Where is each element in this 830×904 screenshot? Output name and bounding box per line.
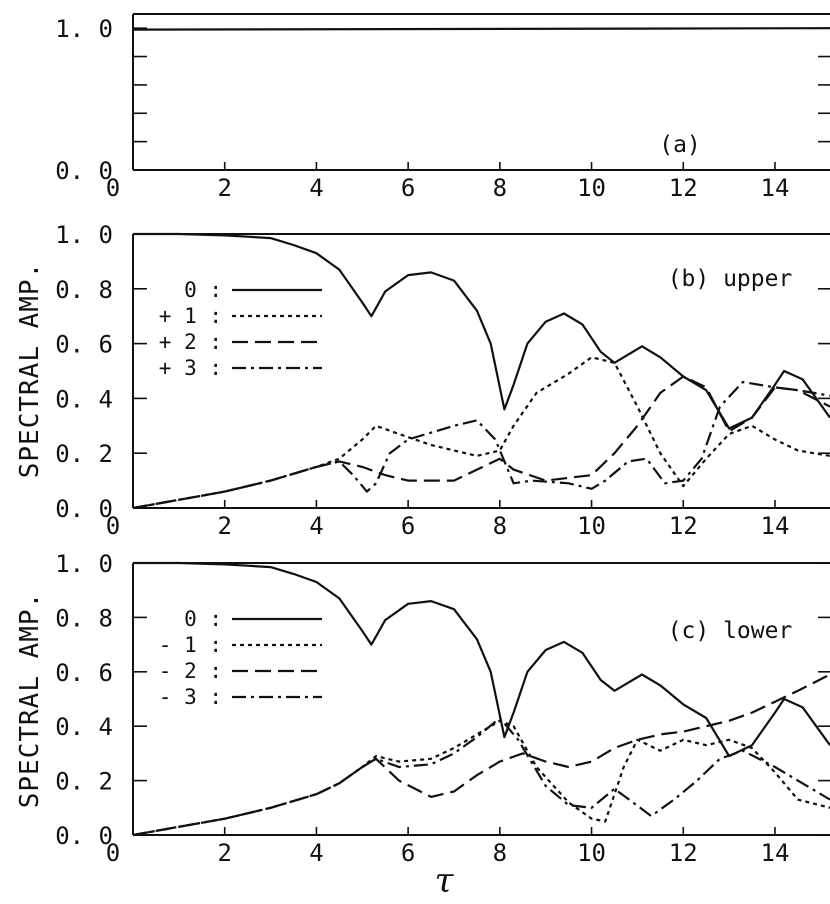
x-tick-label: 10: [577, 174, 606, 202]
y-tick-label: 0. 8: [55, 276, 113, 304]
series-line-+3: [133, 380, 830, 510]
legend-label: 0 :: [184, 607, 222, 631]
y-tick-label: 0. 6: [55, 659, 113, 687]
y-tick-label: 1. 0: [55, 15, 113, 43]
panel-a: 0 2 4 6 8 10 12 14 0. 0 1. 0 (a): [55, 13, 830, 202]
x-tick-label: 14: [761, 839, 790, 867]
series-line-+2: [133, 375, 830, 510]
y-tick-label: 0. 6: [55, 331, 113, 359]
series-line--3: [133, 716, 830, 837]
legend-label: - 1 :: [159, 633, 222, 657]
panel-label: (c) lower: [668, 618, 793, 644]
y-axis-label: SPECTRAL AMP.: [15, 592, 45, 809]
y-tick-label: 0. 0: [55, 495, 113, 523]
y-axis-label: SPECTRAL AMP.: [15, 262, 45, 479]
x-tick-label: 2: [217, 839, 231, 867]
y-tick-label: 1. 0: [55, 221, 113, 249]
series-line--2: [133, 673, 830, 837]
x-tick-label: 14: [761, 512, 790, 540]
legend-label: 0 :: [184, 278, 222, 302]
y-tick-label: 0. 2: [55, 440, 113, 468]
x-tick-label: 12: [669, 839, 698, 867]
y-tick-label: 0. 8: [55, 604, 113, 632]
x-tick-label: 0: [106, 839, 120, 867]
y-tick-label: 0. 0: [55, 157, 113, 185]
x-tick-label: 0: [106, 512, 120, 540]
y-tick-label: 0. 4: [55, 713, 113, 741]
x-axis-label: τ: [435, 861, 455, 901]
panel-b: 0 2 4 6 8 10 12 14 0. 0 0. 2 0. 4 0. 6 0. 8 1. 0 SPECT…: [15, 221, 830, 540]
y-tick-label: 0. 2: [55, 768, 113, 796]
legend-label: + 3 :: [159, 356, 222, 380]
y-tick-label: 0. 4: [55, 385, 113, 413]
legend-label: + 2 :: [159, 330, 222, 354]
series-line-0: [133, 561, 830, 758]
x-tick-label: 6: [401, 839, 415, 867]
x-tick-label: 8: [493, 512, 507, 540]
x-tick-label: 6: [401, 512, 415, 540]
panel-c: 0 2 4 6 8 10 12 14 0. 0 0. 2 0. 4 0. 6 0. 8 1. 0 SPECT…: [15, 550, 830, 867]
x-tick-label: 10: [577, 512, 606, 540]
x-tick-label: 6: [401, 174, 415, 202]
y-tick-label: 1. 0: [55, 550, 113, 578]
x-tick-label: 0: [106, 174, 120, 202]
x-tick-label: 12: [669, 174, 698, 202]
legend-label: - 3 :: [159, 685, 222, 709]
x-tick-label: 8: [493, 839, 507, 867]
series-line-0: [133, 232, 830, 430]
x-tick-label: 2: [217, 174, 231, 202]
series-line--1: [133, 719, 830, 837]
series-line-main: [133, 27, 830, 31]
x-tick-label: 8: [493, 174, 507, 202]
x-tick-label: 4: [309, 174, 323, 202]
x-tick-label: 4: [309, 512, 323, 540]
legend-label: + 1 :: [159, 304, 222, 328]
x-tick-label: 2: [217, 512, 231, 540]
series-line-+1: [133, 356, 830, 510]
x-tick-label: 12: [669, 512, 698, 540]
panel-label: (b) upper: [668, 266, 793, 292]
x-tick-label: 14: [761, 174, 790, 202]
y-tick-label: 0. 0: [55, 822, 113, 850]
x-tick-label: 10: [577, 839, 606, 867]
legend-label: - 2 :: [159, 659, 222, 683]
x-tick-label: 4: [309, 839, 323, 867]
panel-label: (a): [659, 132, 701, 158]
